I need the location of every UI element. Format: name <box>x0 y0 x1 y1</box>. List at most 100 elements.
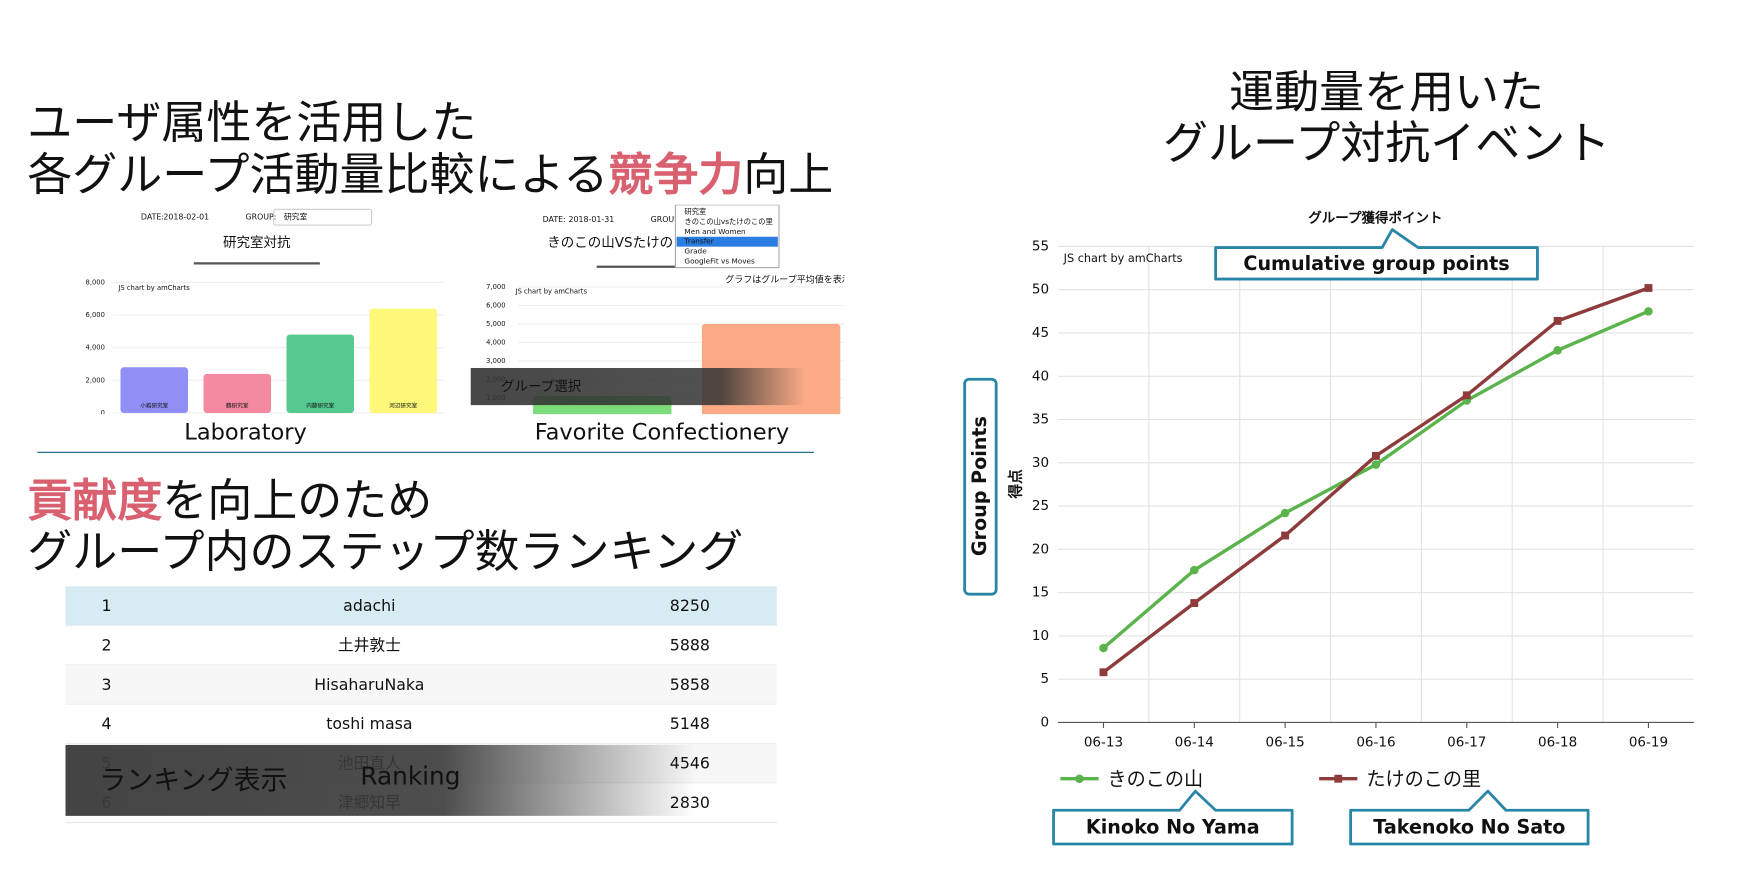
table-cell: 5858 <box>670 675 710 694</box>
heading-emphasis: 貢献度 <box>27 474 162 527</box>
series-callout-text: Kinoko No Yama <box>1086 816 1260 839</box>
table-cell: 3 <box>102 675 112 694</box>
y-tick-label: 10 <box>1032 628 1049 644</box>
table-cell: HisaharuNaka <box>314 675 424 694</box>
screenshot: DATE:2018-01-31GROUPきのこの山VSたけのこの里1,0002,… <box>470 204 850 415</box>
table-row <box>65 704 777 744</box>
dropdown-item: Men and Women <box>684 227 745 236</box>
control-label: 研究室 <box>284 212 308 222</box>
x-tick-label: 鶴研究室 <box>226 402 249 410</box>
y-tick-label: 0 <box>1040 714 1049 730</box>
dropdown <box>674 204 780 269</box>
control-label: 2018-01-31 <box>569 215 615 224</box>
table-row <box>65 625 777 666</box>
point <box>1075 774 1084 783</box>
point <box>1099 668 1108 677</box>
overlay-text: ランキング表示 <box>99 766 287 797</box>
y-tick-label: 30 <box>1032 455 1049 471</box>
title-callout-text: Cumulative group points <box>1243 252 1509 275</box>
x-tick-label: 小嶋研究室 <box>140 402 168 410</box>
screenshot-title: きのこの山VSたけのこの里 <box>547 235 713 251</box>
y-tick-label: 40 <box>1032 368 1049 384</box>
point <box>1371 460 1381 469</box>
table-row <box>65 665 777 705</box>
y-tick-label: 6,000 <box>486 301 505 309</box>
heading-line: 貢献度を向上のため <box>27 474 432 527</box>
table-cell: 2 <box>102 635 112 654</box>
x-tick-label: 内藤研究室 <box>306 402 334 410</box>
point <box>1644 284 1653 292</box>
overlay-band <box>470 367 805 406</box>
heading-line: ユーザ属性を活用した <box>27 96 476 149</box>
dropdown-item: GoogleFit vs Moves <box>684 257 755 266</box>
y-tick-label: 45 <box>1032 325 1049 341</box>
y-tick-label: 20 <box>1032 541 1049 557</box>
chart-title: グループ獲得ポイント <box>1308 209 1442 226</box>
point <box>1334 774 1343 783</box>
screenshot-title: 研究室対抗 <box>223 234 291 251</box>
overlay-caption: Ranking <box>360 762 460 791</box>
event-title: 運動量を用いた <box>1229 66 1544 119</box>
heading-emphasis: 競争力 <box>608 148 743 201</box>
axis-callout-text: Group Points <box>968 416 991 556</box>
control-label: 2018-02-01 <box>163 213 209 222</box>
point <box>1099 643 1108 653</box>
table-row <box>65 586 777 626</box>
chart-credit: JS chart by amCharts <box>1063 252 1183 265</box>
table-cell: adachi <box>343 596 395 615</box>
y-tick-label: 5 <box>1040 671 1049 687</box>
screenshot-caption: Laboratory <box>184 420 307 446</box>
x-tick-label: 06-13 <box>1084 735 1123 751</box>
point <box>1644 307 1653 316</box>
event-title: グループ対抗イベント <box>1163 116 1610 169</box>
x-tick-label: 06-14 <box>1175 735 1214 751</box>
control-label: GROUP: <box>246 213 277 222</box>
x-tick-label: 06-17 <box>1447 735 1486 751</box>
screenshot-caption: Favorite Confectionery <box>535 420 789 446</box>
x-tick-label: 06-18 <box>1538 735 1577 751</box>
y-tick-label: 50 <box>1032 282 1049 298</box>
point <box>1190 565 1199 575</box>
table-cell: toshi masa <box>326 714 412 733</box>
y-tick-label: 55 <box>1032 238 1049 254</box>
control-label: GROUP <box>651 215 679 224</box>
title-callout <box>1214 228 1539 281</box>
control-label: DATE: <box>141 213 164 222</box>
y-tick-label: 5,000 <box>486 320 505 328</box>
dropdown-item: Grade <box>684 247 707 256</box>
y-tick-label: 4,000 <box>486 338 505 346</box>
select-box <box>273 208 373 226</box>
y-tick-label: 7,000 <box>486 283 505 291</box>
chart-credit: JS chart by amCharts <box>515 287 588 295</box>
table-cell: 8250 <box>670 596 710 615</box>
heading-line: 各グループ活動量比較による競争力向上 <box>27 148 833 201</box>
series-line <box>1102 309 1650 650</box>
dropdown-highlight <box>676 236 778 247</box>
x-tick-label: 河辺研究室 <box>389 402 417 410</box>
table-cell: 5888 <box>670 635 710 654</box>
legend-label: きのこの山 <box>1108 767 1204 790</box>
bar <box>120 367 189 413</box>
point <box>1553 316 1562 325</box>
chart-note: グラフはグループ平均値を表示 <box>725 274 850 286</box>
y-tick-label: 35 <box>1032 412 1049 428</box>
table-cell: 4 <box>102 714 112 733</box>
control-label: DATE: <box>543 215 566 224</box>
point <box>1553 346 1562 355</box>
x-tick-label: 06-19 <box>1629 735 1668 751</box>
axis-callout <box>963 377 998 596</box>
y-tick-label: 15 <box>1032 585 1049 601</box>
y-tick-label: 0 <box>101 409 105 417</box>
point <box>1190 599 1199 607</box>
bar <box>286 334 355 413</box>
overlay-band <box>65 744 696 816</box>
y-tick-label: 6,000 <box>86 311 105 319</box>
table-cell: 1 <box>102 596 112 615</box>
legend-label: たけのこの里 <box>1366 767 1481 790</box>
dropdown-item: 研究室 <box>684 207 706 216</box>
y-tick-label: 3,000 <box>486 357 505 365</box>
bar <box>369 308 438 413</box>
